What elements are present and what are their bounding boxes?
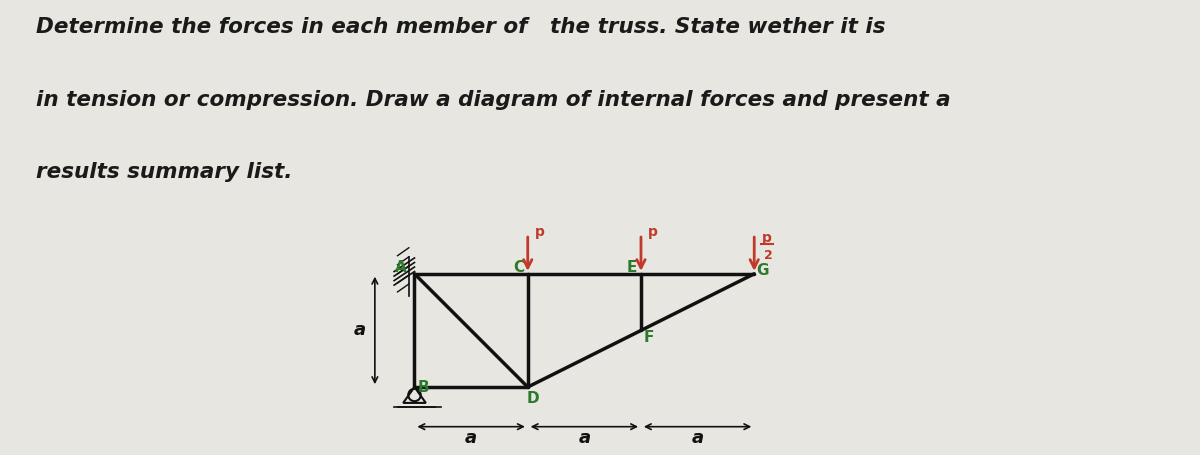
- Text: A: A: [395, 259, 407, 274]
- Text: E: E: [626, 259, 637, 274]
- Text: 2: 2: [764, 249, 773, 262]
- Text: F: F: [643, 330, 654, 345]
- Text: p: p: [648, 225, 658, 239]
- Text: a: a: [691, 429, 703, 447]
- Text: D: D: [527, 391, 540, 406]
- Text: C: C: [514, 259, 524, 274]
- Text: G: G: [756, 263, 768, 278]
- Text: a: a: [354, 321, 366, 339]
- Text: p: p: [762, 231, 772, 245]
- Text: Determine the forces in each member of   the truss. State wether it is: Determine the forces in each member of t…: [36, 17, 886, 37]
- Text: p: p: [534, 225, 545, 239]
- Text: a: a: [578, 429, 590, 447]
- Text: in tension or compression. Draw a diagram of internal forces and present a: in tension or compression. Draw a diagra…: [36, 90, 950, 110]
- Text: a: a: [466, 429, 478, 447]
- Text: results summary list.: results summary list.: [36, 162, 293, 182]
- Text: B: B: [418, 379, 430, 394]
